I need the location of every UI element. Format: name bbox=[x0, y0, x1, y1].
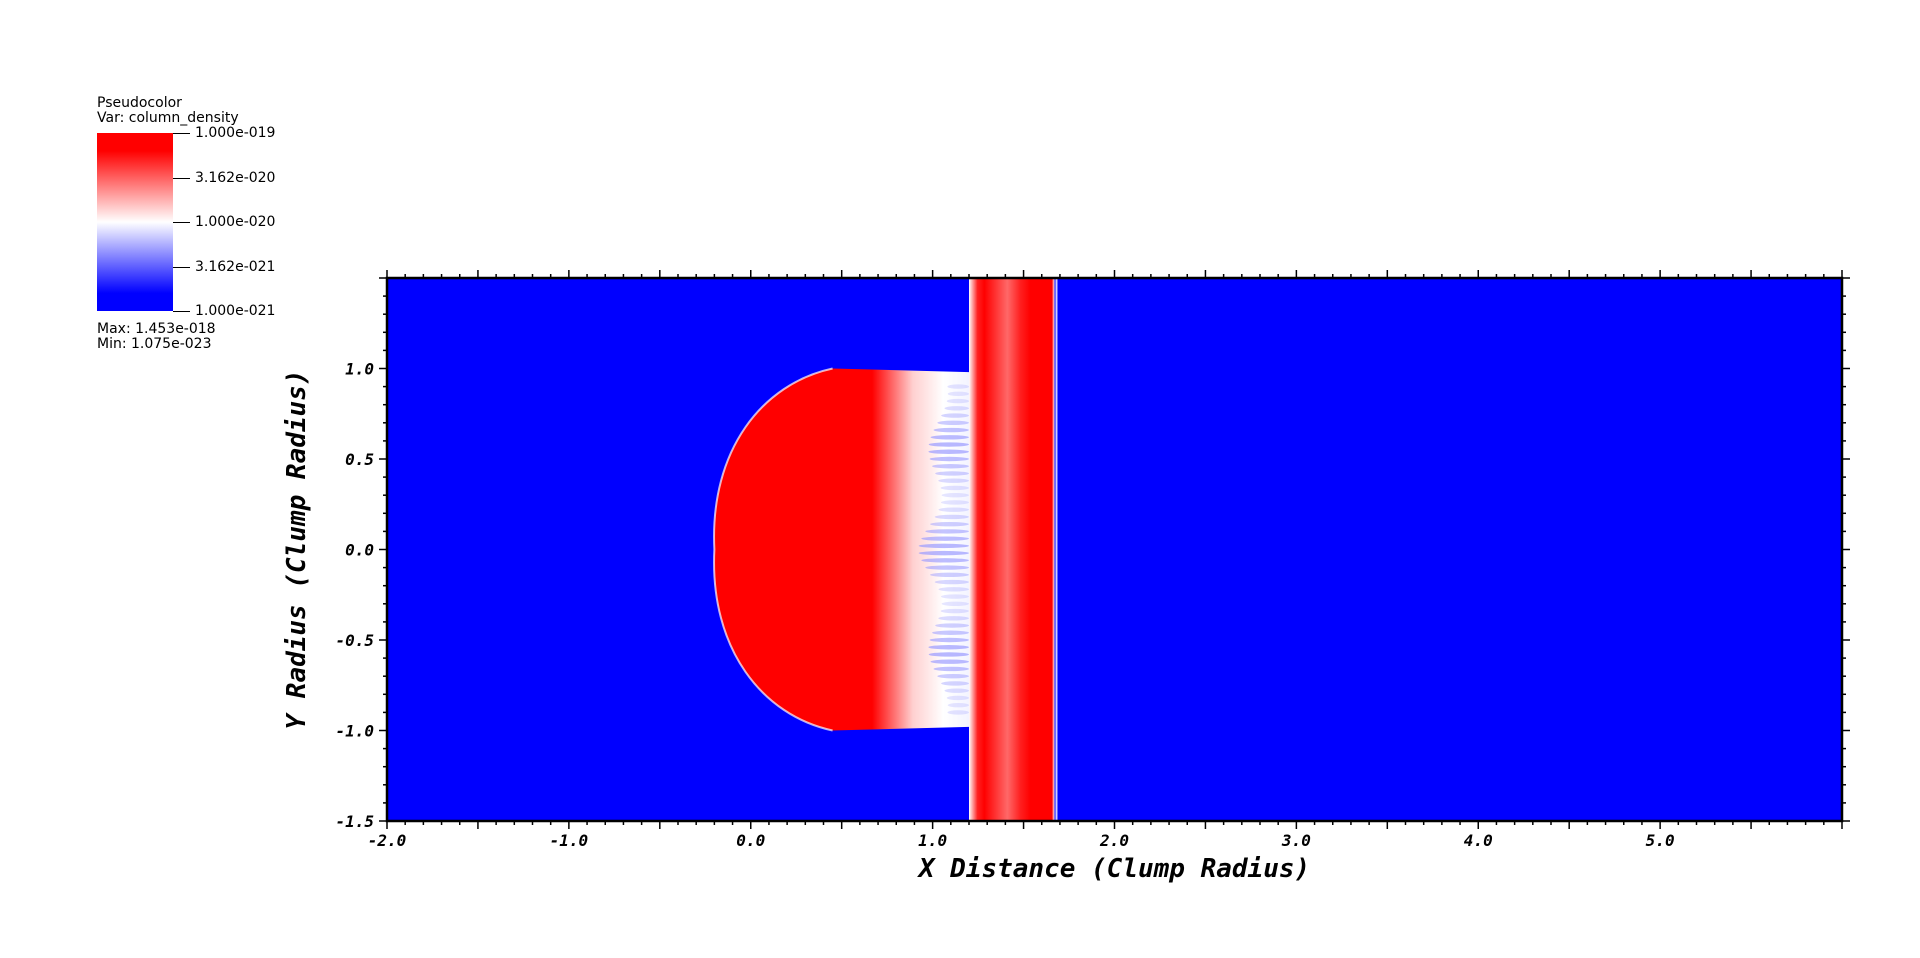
y-tick-label: -1.5 bbox=[335, 812, 374, 831]
legend-plot-type: Pseudocolor bbox=[97, 95, 182, 111]
colorbar-legend: Pseudocolor Var: column_density 1.000e-0… bbox=[0, 0, 300, 360]
dense-slab bbox=[969, 278, 1055, 821]
x-axis-ticks: -2.0 -1.0 0.0 1.0 2.0 3.0 4.0 5.0 bbox=[368, 270, 1843, 850]
ripple-band bbox=[932, 630, 969, 635]
ripple-band bbox=[929, 637, 969, 643]
ripple-band bbox=[941, 413, 969, 418]
x-tick-label: 2.0 bbox=[1099, 831, 1129, 850]
ripple-band bbox=[928, 645, 969, 650]
ripple-band bbox=[946, 398, 970, 404]
ripple-band bbox=[929, 521, 969, 527]
y-tick-label: -1.0 bbox=[335, 722, 374, 741]
ripple-band bbox=[941, 493, 969, 498]
ripple-band bbox=[921, 536, 970, 541]
colorbar-tick-mark bbox=[173, 222, 190, 223]
ripple-band bbox=[940, 608, 969, 614]
colorbar-tick-label: 1.000e-020 bbox=[195, 214, 276, 230]
ripple-band bbox=[940, 594, 969, 599]
x-tick-label: -2.0 bbox=[368, 831, 407, 850]
ripple-band bbox=[941, 681, 969, 686]
ripple-band bbox=[928, 449, 969, 454]
ripple-band bbox=[933, 666, 970, 672]
colorbar-tick-label: 1.000e-019 bbox=[195, 125, 276, 141]
ripple-band bbox=[935, 471, 969, 476]
x-tick-label: 1.0 bbox=[918, 831, 947, 850]
x-tick-label: 4.0 bbox=[1464, 831, 1493, 850]
colorbar-tick-mark bbox=[173, 311, 190, 312]
colorbar-tick-label: 1.000e-021 bbox=[195, 303, 276, 319]
colorbar bbox=[97, 133, 173, 311]
ripple-band bbox=[944, 406, 969, 411]
ripple-band bbox=[925, 565, 969, 570]
clump-cap-edge bbox=[713, 367, 833, 732]
y-axis-ticks: -1.5 -1.0 -0.5 0.0 0.5 1.0 bbox=[335, 277, 1850, 831]
ripple-band bbox=[928, 652, 970, 657]
legend-max: Max: 1.453e-018 bbox=[97, 321, 216, 337]
ripple-band bbox=[946, 695, 970, 701]
y-tick-label: -0.5 bbox=[335, 631, 374, 650]
ripple-band bbox=[947, 391, 969, 397]
y-tick-label: 1.0 bbox=[345, 360, 374, 379]
x-tick-label: 3.0 bbox=[1281, 831, 1311, 850]
ripple-band bbox=[935, 623, 969, 628]
ripple-band bbox=[947, 702, 969, 708]
x-axis-title: X Distance (Clump Radius) bbox=[917, 854, 1310, 884]
ripple-band bbox=[940, 485, 969, 491]
ripple-band bbox=[940, 500, 969, 505]
ripple-band bbox=[932, 464, 969, 469]
colorbar-tick-mark bbox=[173, 266, 190, 268]
legend-min: Min: 1.075e-023 bbox=[97, 336, 212, 352]
y-tick-label: 0.0 bbox=[345, 541, 374, 560]
plot-background bbox=[387, 278, 1842, 821]
ripple-band bbox=[937, 420, 969, 425]
ripple-band bbox=[928, 442, 970, 447]
ripple-band bbox=[930, 659, 970, 664]
ripple-band bbox=[941, 601, 969, 606]
ripple-band bbox=[925, 529, 969, 534]
ripple-band bbox=[944, 688, 969, 693]
ripple-band bbox=[929, 456, 969, 462]
ripple-band bbox=[938, 616, 969, 621]
ripple-band bbox=[938, 507, 969, 512]
y-tick-label: 0.5 bbox=[345, 450, 374, 469]
clump-cap bbox=[714, 368, 969, 731]
colorbar-tick-label: 3.162e-020 bbox=[195, 169, 276, 186]
ripple-band bbox=[921, 558, 970, 563]
x-tick-label: 5.0 bbox=[1646, 831, 1675, 850]
ripple-band bbox=[937, 674, 969, 679]
ripple-band bbox=[934, 514, 969, 520]
x-tick-label: -1.0 bbox=[550, 831, 589, 850]
y-axis-title: Y Radius (Clump Radius) bbox=[282, 369, 312, 729]
x-tick-label: 0.0 bbox=[736, 831, 765, 850]
colorbar-tick-mark bbox=[173, 177, 190, 179]
colorbar-tick-label: 3.162e-021 bbox=[195, 258, 276, 275]
colorbar-tick-mark bbox=[173, 133, 190, 134]
ripple-band bbox=[929, 572, 969, 578]
interference-ripples bbox=[918, 384, 970, 715]
ripple-band bbox=[938, 478, 969, 483]
ripple-band bbox=[947, 384, 969, 389]
ripple-band bbox=[930, 435, 970, 440]
ripple-band bbox=[918, 550, 969, 556]
ripple-band bbox=[934, 579, 969, 585]
ripple-band bbox=[933, 427, 970, 433]
ripple-band bbox=[918, 543, 969, 549]
ripple-band bbox=[947, 710, 969, 715]
ripple-band bbox=[938, 587, 969, 592]
legend-variable: Var: column_density bbox=[97, 110, 239, 126]
